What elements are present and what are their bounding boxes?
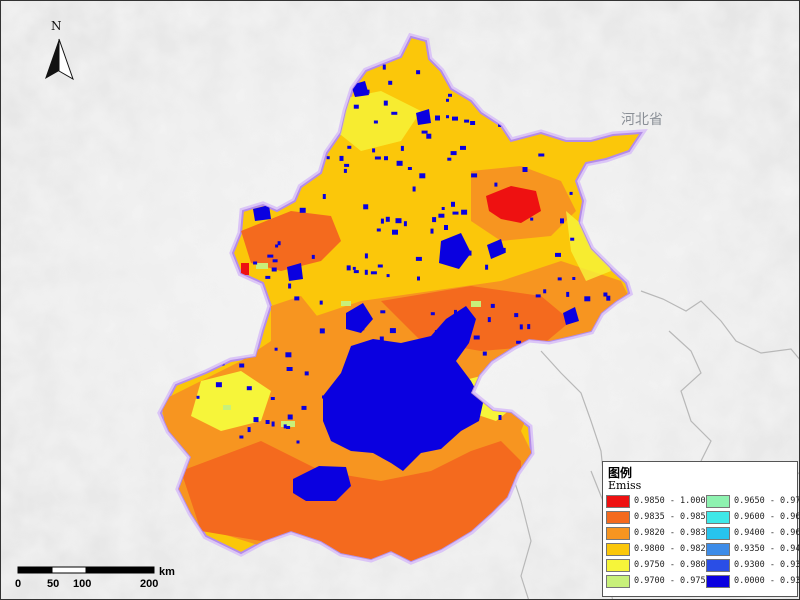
legend-item: 0.9820 - 0.9835 <box>606 525 711 541</box>
legend-item: 0.9700 - 0.9750 <box>606 573 711 589</box>
scale-tick-1: 50 <box>47 578 60 590</box>
legend-subtitle: Emiss <box>608 479 642 492</box>
legend-swatch <box>606 510 630 524</box>
legend-label: 0.9835 - 0.9850 <box>634 512 711 522</box>
legend-item: 0.9800 - 0.9820 <box>606 541 711 557</box>
legend-swatch <box>706 526 730 540</box>
legend-label: 0.9650 - 0.9700 <box>734 496 799 506</box>
legend-label: 0.9700 - 0.9750 <box>634 576 711 586</box>
legend-label: 0.9800 - 0.9820 <box>634 544 711 554</box>
legend-swatch <box>706 542 730 556</box>
legend-swatch <box>706 510 730 524</box>
legend-label: 0.9400 - 0.9600 <box>734 528 799 538</box>
legend-swatch <box>606 574 630 588</box>
legend-column-right: 0.9650 - 0.9700 0.9600 - 0.9650 0.9400 - 0… <box>706 493 799 589</box>
legend-label: 0.9300 - 0.9350 <box>734 560 799 570</box>
legend-swatch <box>606 542 630 556</box>
legend-title: 图例 <box>608 466 633 480</box>
legend-item: 0.9835 - 0.9850 <box>606 509 711 525</box>
legend-item: 0.9300 - 0.9350 <box>706 557 799 573</box>
legend-swatch <box>606 526 630 540</box>
legend-column-left: 0.9850 - 1.0000 0.9835 - 0.9850 0.9820 - 0… <box>606 493 711 589</box>
legend-swatch <box>706 558 730 572</box>
scale-tick-0: 0 <box>15 578 22 590</box>
scale-bar-icon <box>17 566 155 574</box>
legend-item: 0.9600 - 0.9650 <box>706 509 799 525</box>
legend-label: 0.9350 - 0.9400 <box>734 544 799 554</box>
legend-swatch <box>706 494 730 508</box>
legend-box: 图例 Emiss 0.9850 - 1.0000 0.9835 - 0.9850 0… <box>602 461 799 597</box>
legend-item: 0.9350 - 0.9400 <box>706 541 799 557</box>
legend-label: 0.0000 - 0.9300 <box>734 576 799 586</box>
scale-tick-2: 100 <box>73 578 92 590</box>
scale-unit: km <box>159 566 175 578</box>
province-label: 河北省 <box>621 112 663 128</box>
north-arrow-icon <box>45 38 74 81</box>
legend-label: 0.9820 - 0.9835 <box>634 528 711 538</box>
legend-swatch <box>706 574 730 588</box>
legend-item: 0.0000 - 0.9300 <box>706 573 799 589</box>
legend-swatch <box>606 494 630 508</box>
legend-item: 0.9750 - 0.9800 <box>606 557 711 573</box>
legend-item: 0.9650 - 0.9700 <box>706 493 799 509</box>
legend-item: 0.9400 - 0.9600 <box>706 525 799 541</box>
legend-swatch <box>606 558 630 572</box>
legend-item: 0.9850 - 1.0000 <box>606 493 711 509</box>
legend-label: 0.9600 - 0.9650 <box>734 512 799 522</box>
north-arrow-label: N <box>51 19 62 33</box>
legend-label: 0.9850 - 1.0000 <box>634 496 711 506</box>
legend-label: 0.9750 - 0.9800 <box>634 560 711 570</box>
scale-tick-3: 200 <box>140 578 159 590</box>
